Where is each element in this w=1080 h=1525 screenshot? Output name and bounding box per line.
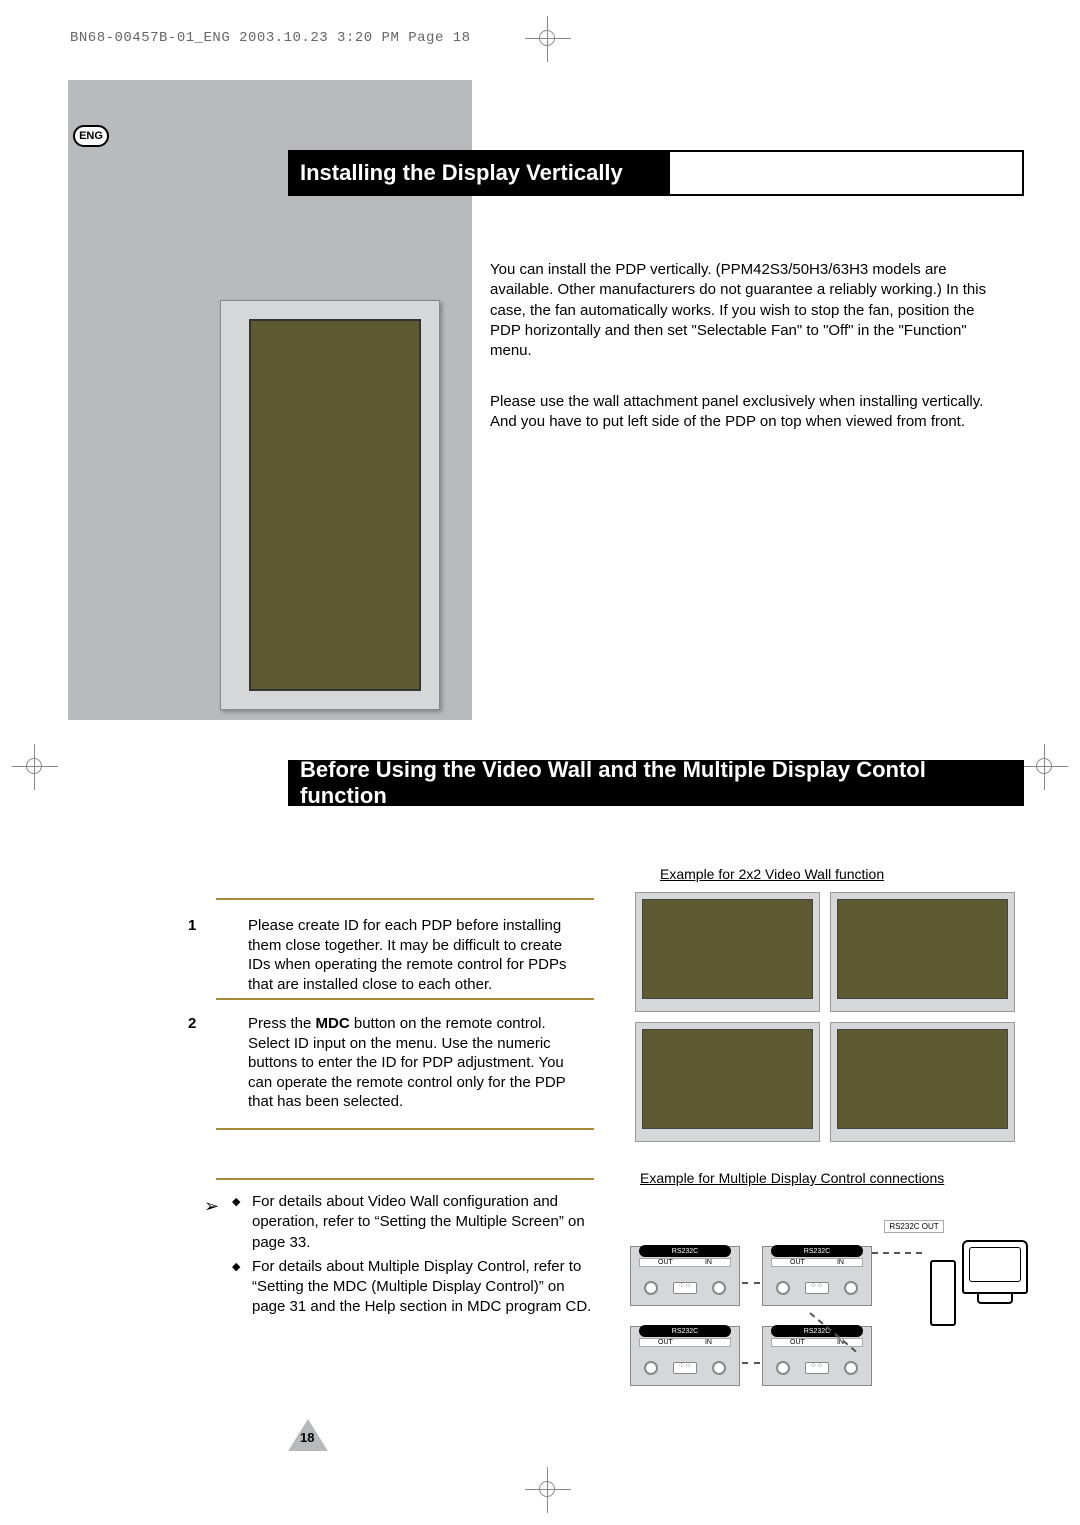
pdp-vertical-illustration xyxy=(220,300,440,710)
step-text-part: Press the xyxy=(248,1015,316,1032)
pdp-screen xyxy=(249,319,421,691)
video-wall-grid xyxy=(635,892,1015,1142)
wall-tv-icon xyxy=(830,1022,1015,1142)
section-title-2: Before Using the Video Wall and the Mult… xyxy=(288,760,1024,806)
port-box: RS232C OUTIN xyxy=(762,1246,872,1306)
port-sublabel: OUTIN xyxy=(639,1338,731,1347)
step-2: 2 Press the MDC button on the remote con… xyxy=(188,1014,588,1112)
paragraph-1: You can install the PDP vertically. (PPM… xyxy=(490,260,1002,361)
port-sublabel: OUTIN xyxy=(771,1258,863,1267)
divider xyxy=(216,998,594,1000)
note-item: For details about Video Wall configurati… xyxy=(232,1192,592,1253)
port-icons xyxy=(637,1277,733,1299)
port-label: RS232C xyxy=(771,1245,863,1257)
port-icons xyxy=(769,1357,865,1379)
crop-mark-icon xyxy=(20,752,50,782)
step-number: 1 xyxy=(188,916,196,936)
divider xyxy=(216,1128,594,1130)
cable-line xyxy=(872,1252,922,1254)
step-text-bold: MDC xyxy=(316,1015,350,1032)
port-box: RS232C OUTIN xyxy=(630,1326,740,1386)
cable-line xyxy=(742,1362,760,1364)
port-label: RS232C xyxy=(639,1325,731,1337)
step-text: Please create ID for each PDP before ins… xyxy=(248,916,588,994)
wall-tv-icon xyxy=(635,892,820,1012)
divider xyxy=(216,898,594,900)
note-item: For details about Multiple Display Contr… xyxy=(232,1257,592,1318)
port-sublabel: OUTIN xyxy=(639,1258,731,1267)
crop-mark-icon xyxy=(533,24,563,54)
cable-line xyxy=(742,1282,760,1284)
section-title-1: Installing the Display Vertically xyxy=(288,150,1024,196)
note-arrow-icon: ➢ xyxy=(204,1194,219,1218)
example-label-1: Example for 2x2 Video Wall function xyxy=(660,866,884,882)
language-badge: ENG xyxy=(73,125,109,147)
divider xyxy=(216,1178,594,1180)
port-box: RS232C OUTIN xyxy=(762,1326,872,1386)
port-label: RS232C xyxy=(639,1245,731,1257)
step-number: 2 xyxy=(188,1014,196,1034)
crop-mark-icon xyxy=(1030,752,1060,782)
pc-monitor-icon xyxy=(962,1240,1028,1314)
port-icons xyxy=(637,1357,733,1379)
wall-tv-icon xyxy=(830,892,1015,1012)
wall-tv-icon xyxy=(635,1022,820,1142)
crop-mark-icon xyxy=(533,1475,563,1505)
port-label: RS232C xyxy=(771,1325,863,1337)
section-title-1-text: Installing the Display Vertically xyxy=(290,152,670,194)
port-icons xyxy=(769,1277,865,1299)
connection-diagram: RS232C OUTIN RS232C OUTIN RS232C OUTIN R… xyxy=(630,1200,1030,1380)
step-text: Press the MDC button on the remote contr… xyxy=(248,1014,588,1112)
pc-tower-icon xyxy=(930,1260,956,1326)
port-box: RS232C OUTIN xyxy=(630,1246,740,1306)
pc-icon xyxy=(930,1240,1030,1340)
step-1: 1 Please create ID for each PDP before i… xyxy=(188,916,588,994)
example-label-2: Example for Multiple Display Control con… xyxy=(640,1170,1010,1186)
paragraph-2: Please use the wall attachment panel exc… xyxy=(490,392,1002,433)
page-number: 18 xyxy=(300,1430,314,1445)
notes-block: ➢ For details about Video Wall configura… xyxy=(232,1192,592,1322)
rs232c-out-label: RS232C OUT xyxy=(884,1220,944,1233)
print-header: BN68-00457B-01_ENG 2003.10.23 3:20 PM Pa… xyxy=(70,30,471,46)
